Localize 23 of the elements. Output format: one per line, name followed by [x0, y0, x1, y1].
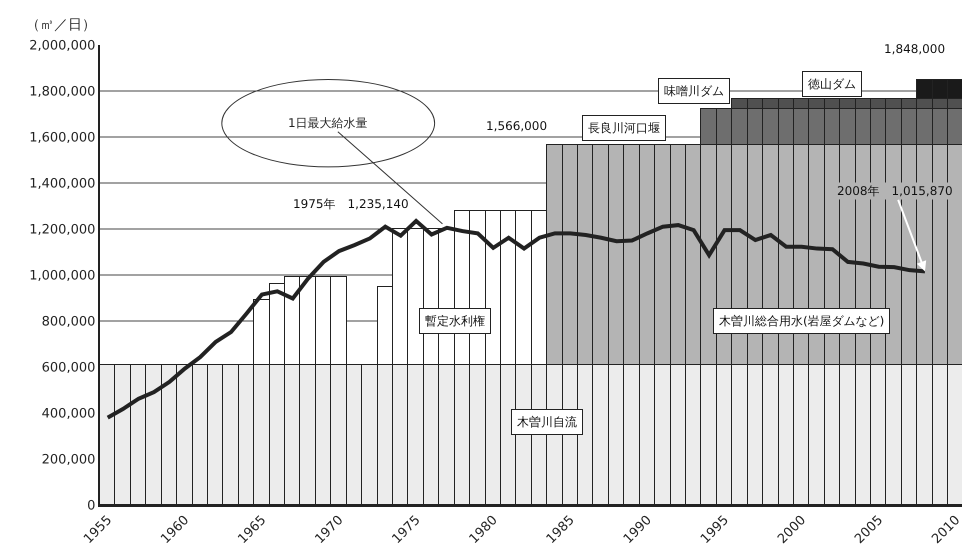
series-label: 味噌川ダム — [664, 84, 724, 98]
y-tick-label: 1,800,000 — [29, 84, 96, 100]
y-tick-label: 200,000 — [42, 452, 96, 468]
y-tick-label: 800,000 — [42, 314, 96, 330]
y-tick-label: 0 — [87, 498, 96, 514]
y-axis-title: （㎥／日） — [26, 17, 96, 33]
text: 徳山ダム — [808, 77, 856, 91]
y-tick-label: 1,400,000 — [29, 176, 96, 192]
y-tick-label: 1,600,000 — [29, 130, 96, 146]
y-tick-label: 1,000,000 — [29, 268, 96, 284]
text: 長良川河口堰 — [588, 121, 660, 135]
y-tick-label: 600,000 — [42, 360, 96, 376]
y-tick-label: 400,000 — [42, 406, 96, 422]
y-tick-label: 2,000,000 — [29, 38, 96, 54]
annotation: 1,848,000 — [884, 42, 946, 56]
series-label: 木曽川総合用水(岩屋ダムなど) — [719, 314, 884, 328]
series-label: 木曽川自流 — [517, 415, 577, 429]
annotation: 2008年 1,015,870 — [837, 184, 953, 198]
annotation: 1,566,000 — [486, 119, 548, 133]
annotation: 1975年 1,235,140 — [293, 197, 409, 211]
series-label: 暫定水利権 — [425, 314, 485, 328]
text: 1日最大給水量 — [288, 116, 368, 130]
y-tick-label: 1,200,000 — [29, 222, 96, 238]
